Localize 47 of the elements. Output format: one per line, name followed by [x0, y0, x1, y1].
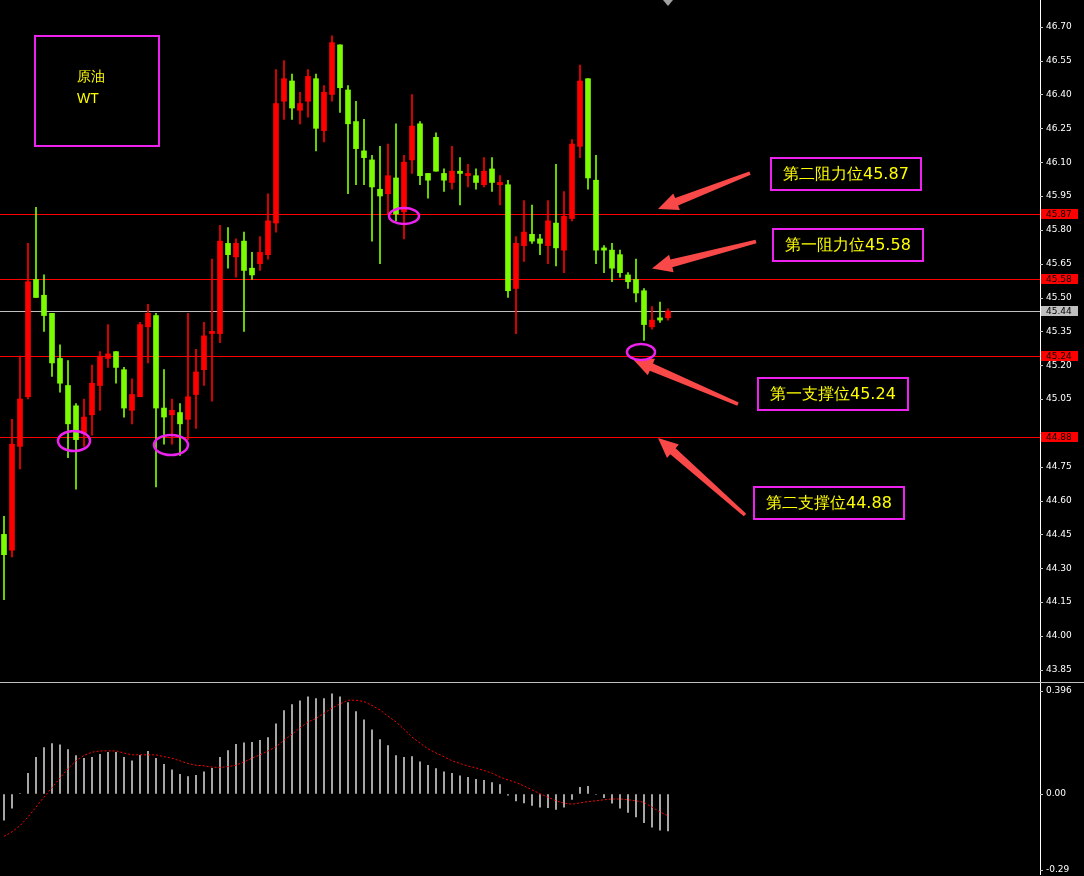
candlestick [33, 206, 39, 298]
y-tick-label: 46.10 [1046, 156, 1073, 167]
y-tick-label: 0.396 [1046, 684, 1073, 695]
y-tick-label: 45.95 [1046, 190, 1072, 201]
y-tick-label: 45.35 [1046, 325, 1072, 336]
ref-line-label: 45.44 [1046, 305, 1073, 316]
line-series [3, 699, 669, 837]
y-tick-label: 44.60 [1046, 494, 1073, 505]
annotation: 第一支撑位45.24 [757, 377, 909, 411]
ref-line-label: 44.88 [1046, 431, 1073, 442]
annotation: 第二阻力位45.87 [770, 157, 922, 191]
candlestick [529, 204, 535, 244]
y-tick-label: 45.65 [1046, 258, 1072, 269]
y-tick-label: 44.30 [1046, 562, 1073, 573]
text: WT [77, 89, 99, 108]
candlestick [657, 301, 663, 323]
annotation: 第二支撑位44.88 [753, 486, 905, 520]
y-tick-label: 0.00 [1046, 788, 1067, 799]
y-tick-label: 45.05 [1046, 393, 1072, 404]
ref-line-label: 45.87 [1046, 208, 1072, 219]
candlestick [1, 516, 7, 601]
y-tick-label: -0.29 [1046, 864, 1070, 875]
y-tick-label: 45.20 [1046, 359, 1073, 370]
candlestick [465, 164, 471, 188]
candlestick [361, 118, 367, 186]
y-tick-label: 43.85 [1046, 664, 1072, 675]
candlestick [377, 146, 383, 264]
y-tick-label: 46.55 [1046, 54, 1072, 65]
ref-line-label: 45.58 [1046, 273, 1073, 284]
y-tick-label: 44.45 [1046, 528, 1072, 539]
y-tick-label: 44.75 [1046, 461, 1072, 472]
y-tick-label: 46.40 [1046, 88, 1073, 99]
ref-line-label: 45.24 [1046, 350, 1073, 361]
candlestick [457, 157, 463, 206]
candlestick [161, 369, 167, 445]
text: 原油 [77, 67, 105, 86]
y-tick-label: 45.80 [1046, 224, 1073, 235]
y-tick-label: 46.25 [1046, 122, 1072, 133]
y-tick-label: 44.00 [1046, 630, 1073, 641]
y-tick-label: 46.70 [1046, 21, 1073, 32]
annotation: 第一阻力位45.58 [772, 228, 924, 262]
y-tick-label: 44.15 [1046, 596, 1072, 607]
y-tick-label: 45.50 [1046, 291, 1073, 302]
candlestick [537, 234, 543, 255]
candlestick [497, 175, 503, 206]
candlestick [553, 164, 559, 267]
candlestick [249, 252, 255, 280]
